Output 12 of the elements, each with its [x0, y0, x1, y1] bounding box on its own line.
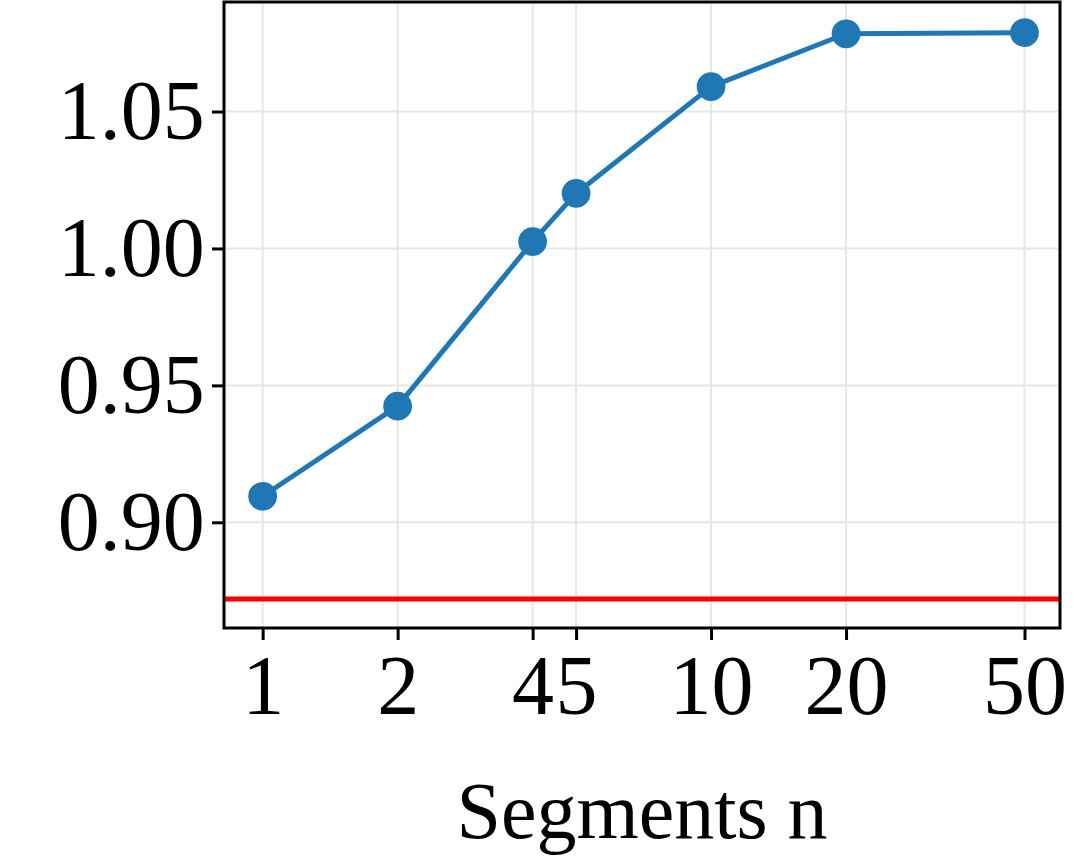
y-tick-label: 0.90 — [57, 474, 205, 568]
y-tick-label: 0.95 — [57, 337, 205, 431]
y-tick-label: 1.05 — [57, 63, 205, 157]
x-tick-label: 10 — [669, 639, 754, 733]
x-tick-label: 50 — [982, 639, 1067, 733]
x-tick-label: 4 — [512, 639, 555, 733]
y-tick-label: 1.00 — [57, 200, 205, 294]
x-tick-label: 2 — [377, 639, 420, 733]
x-tick-label: 20 — [804, 639, 889, 733]
x-axis-title: Segments n — [456, 767, 828, 855]
x-tick-label: 5 — [555, 639, 598, 733]
x-tick-label: 1 — [242, 639, 285, 733]
